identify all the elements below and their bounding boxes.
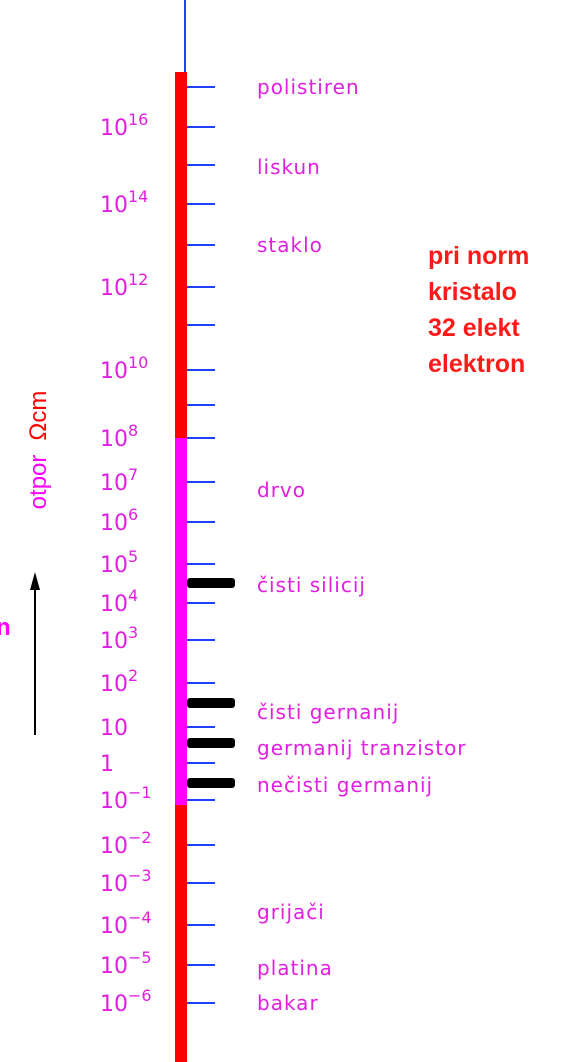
tick-label: 1014 bbox=[100, 187, 148, 218]
tick-base: 10 bbox=[100, 553, 128, 578]
tick-base: 10 bbox=[100, 629, 128, 654]
tick-label: 10−5 bbox=[100, 948, 152, 979]
axis-title-text: otpor bbox=[25, 455, 52, 510]
tick-exp: −4 bbox=[128, 908, 152, 927]
tick-label: 104 bbox=[100, 586, 138, 617]
tick-exp: 5 bbox=[128, 547, 138, 566]
tick-label: 10 bbox=[100, 716, 128, 741]
material-label: liskun bbox=[257, 155, 321, 179]
tick-exp: 10 bbox=[128, 353, 148, 372]
side-letter: n bbox=[0, 614, 11, 641]
tick-base: 10 bbox=[100, 193, 128, 218]
tick-label: 1010 bbox=[100, 353, 148, 384]
tick-base: 10 bbox=[100, 116, 128, 141]
marker-bar bbox=[187, 698, 235, 708]
tick-label: 10−3 bbox=[100, 866, 152, 897]
material-label: germanij tranzistor bbox=[257, 736, 467, 760]
material-label: drvo bbox=[257, 478, 306, 502]
tick-label: 106 bbox=[100, 505, 138, 536]
tick-label: 10−2 bbox=[100, 828, 152, 859]
arrow-head bbox=[30, 572, 40, 590]
tick-label: 10−4 bbox=[100, 908, 152, 939]
tick-exp: 8 bbox=[128, 421, 138, 440]
tick-label: 108 bbox=[100, 421, 138, 452]
note-line: kristalo bbox=[428, 278, 517, 306]
tick-exp: −5 bbox=[128, 948, 152, 967]
tick-base: 10 bbox=[100, 954, 128, 979]
tick-label: 1 bbox=[100, 752, 114, 777]
marker-bar bbox=[187, 578, 235, 588]
material-label: nečisti germanij bbox=[257, 773, 433, 797]
tick-exp: −2 bbox=[128, 828, 152, 847]
tick-label: 1012 bbox=[100, 270, 148, 301]
tick-base: 10 bbox=[100, 359, 128, 384]
material-label: bakar bbox=[257, 991, 319, 1015]
note-line: pri norm bbox=[428, 242, 529, 270]
tick-exp: 7 bbox=[128, 465, 138, 484]
marker-bar bbox=[187, 738, 235, 748]
material-label: platina bbox=[257, 956, 333, 980]
tick-exp: −1 bbox=[128, 783, 152, 802]
marker-bar bbox=[187, 778, 235, 788]
tick-label: 102 bbox=[100, 666, 138, 697]
tick-base: 10 bbox=[100, 834, 128, 859]
tick-exp: 3 bbox=[128, 623, 138, 642]
material-label: čisti silicij bbox=[257, 573, 366, 597]
tick-label: 103 bbox=[100, 623, 138, 654]
tick-base: 1 bbox=[100, 752, 114, 777]
tick-base: 10 bbox=[100, 276, 128, 301]
semiconductor-band bbox=[175, 438, 187, 805]
tick-exp: 16 bbox=[128, 110, 148, 129]
tick-label: 107 bbox=[100, 465, 138, 496]
material-label: polistiren bbox=[257, 75, 360, 99]
tick-base: 10 bbox=[100, 992, 128, 1017]
tick-base: 10 bbox=[100, 716, 128, 741]
tick-base: 10 bbox=[100, 592, 128, 617]
tick-base: 10 bbox=[100, 872, 128, 897]
tick-base: 10 bbox=[100, 511, 128, 536]
material-label: čisti gernanij bbox=[257, 700, 399, 724]
tick-label: 10−1 bbox=[100, 783, 152, 814]
tick-base: 10 bbox=[100, 427, 128, 452]
tick-base: 10 bbox=[100, 789, 128, 814]
tick-label: 10−6 bbox=[100, 986, 152, 1017]
tick-base: 10 bbox=[100, 672, 128, 697]
tick-exp: 6 bbox=[128, 505, 138, 524]
axis-title: otpor Ωcm bbox=[25, 391, 52, 510]
note-line: elektron bbox=[428, 350, 525, 378]
tick-exp: 2 bbox=[128, 666, 138, 685]
material-label: grijači bbox=[257, 900, 325, 924]
axis-unit: Ωcm bbox=[25, 391, 52, 441]
tick-exp: −6 bbox=[128, 986, 152, 1005]
tick-exp: −3 bbox=[128, 866, 152, 885]
material-label: staklo bbox=[257, 233, 323, 257]
tick-exp: 12 bbox=[128, 270, 148, 289]
tick-exp: 4 bbox=[128, 586, 138, 605]
tick-label: 105 bbox=[100, 547, 138, 578]
tick-base: 10 bbox=[100, 471, 128, 496]
note-line: 32 elekt bbox=[428, 314, 520, 342]
tick-label: 1016 bbox=[100, 110, 148, 141]
tick-base: 10 bbox=[100, 914, 128, 939]
tick-exp: 14 bbox=[128, 187, 148, 206]
